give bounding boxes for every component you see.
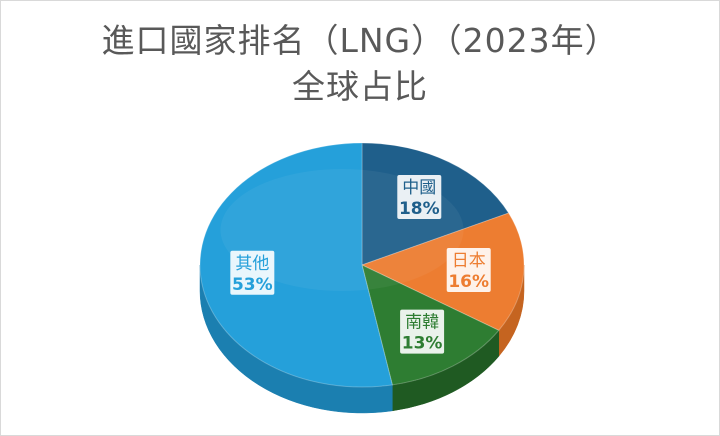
data-label-name-3: 其他 <box>235 254 269 274</box>
chart-title-line-1: 進口國家排名（LNG）（2023年） <box>101 21 619 60</box>
data-label-value-2: 13% <box>402 334 443 354</box>
data-label-box-1 <box>446 248 491 293</box>
data-label-name-0: 中國 <box>402 178 436 198</box>
data-label-value-0: 18% <box>399 199 440 219</box>
chart-title: 進口國家排名（LNG）（2023年） 全球占比 <box>0 18 720 110</box>
chart-title-line-2: 全球占比 <box>292 67 428 106</box>
data-label-box-0 <box>397 175 442 220</box>
pie-slice-1[interactable] <box>360 212 525 331</box>
data-label-value-1: 16% <box>448 272 489 292</box>
data-label-name-1: 日本 <box>452 251 486 271</box>
data-label-name-2: 南韓 <box>405 313 439 333</box>
data-label-box-2 <box>400 309 445 354</box>
data-label-value-3: 53% <box>232 275 273 295</box>
data-label-box-3 <box>230 250 275 295</box>
pie-slice-3[interactable] <box>199 142 393 388</box>
